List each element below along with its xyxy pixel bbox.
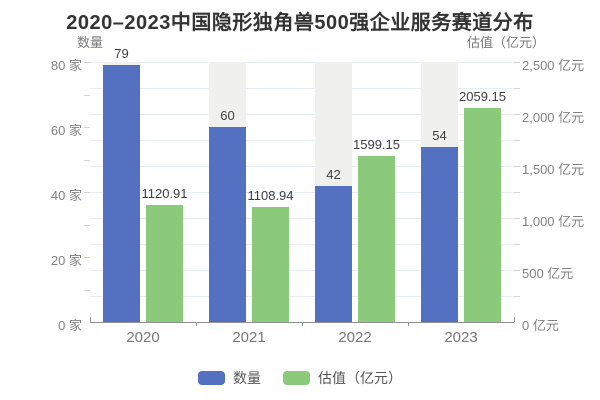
count-bar-label: 54: [432, 127, 447, 143]
valuation-bar: [146, 205, 183, 322]
left-axis-tick-label: 40 家: [50, 188, 82, 203]
legend-item-valuation[interactable]: 估值（亿元）: [283, 368, 402, 388]
left-axis-title: 数量: [76, 35, 103, 50]
chart-title: 2020–2023中国隐形独角兽500强企业服务赛道分布: [66, 12, 534, 34]
grid-line: [90, 140, 514, 141]
left-axis-tick: [84, 224, 90, 226]
left-axis-tick-label: 60 家: [50, 123, 82, 138]
right-axis-tick: [514, 166, 520, 167]
right-axis-title: 估值（亿元）: [466, 35, 545, 50]
x-axis-tick: [196, 322, 197, 326]
legend-label-valuation: 估值（亿元）: [318, 370, 402, 386]
x-axis-tick: [302, 322, 303, 326]
valuation-bar: [252, 206, 289, 322]
count-bar-label: 60: [220, 108, 235, 123]
right-axis-tick: [514, 140, 520, 141]
left-axis-tick: [84, 192, 90, 193]
right-axis-tick-label: 2,000 亿元: [522, 110, 585, 125]
right-axis-tick-label: 1,500 亿元: [522, 162, 585, 177]
valuation-bar: [358, 155, 395, 322]
x-axis-label: 2021: [232, 329, 266, 346]
left-axis-tick: [84, 94, 90, 96]
valuation-bar-label: 2059.15: [459, 88, 506, 104]
right-axis-tick: [514, 62, 520, 63]
count-bar: [209, 127, 246, 322]
left-axis-tick: [84, 62, 90, 63]
grid-line: [90, 62, 514, 63]
valuation-bar: [464, 107, 501, 322]
grid-line: [90, 114, 514, 115]
grid-line: [90, 88, 514, 89]
count-bar: [103, 65, 140, 322]
x-axis-label: 2023: [444, 329, 478, 346]
right-axis-tick: [514, 296, 520, 297]
left-axis-tick: [84, 257, 90, 258]
left-axis-tick: [84, 289, 90, 291]
grid-line: [90, 270, 514, 271]
legend: 数量 估值（亿元）: [0, 368, 600, 388]
count-bar: [421, 146, 458, 322]
grid-line: [90, 296, 514, 297]
right-axis-tick: [514, 218, 520, 219]
left-axis-tick-label: 80 家: [50, 58, 82, 73]
grid-line: [90, 192, 514, 193]
right-axis-tick: [514, 114, 520, 115]
valuation-bar-label: 1599.15: [353, 136, 400, 152]
right-axis-tick-label: 2,500 亿元: [522, 58, 585, 73]
x-axis-label: 2020: [126, 329, 160, 346]
legend-swatch-valuation: [283, 371, 310, 385]
right-axis-tick: [514, 270, 520, 271]
legend-item-count[interactable]: 数量: [198, 368, 261, 388]
right-axis-tick-label: 0 亿元: [522, 318, 559, 333]
valuation-bar-label: 1108.94: [247, 187, 294, 203]
right-axis-tick: [514, 192, 520, 193]
left-axis-tick: [84, 127, 90, 128]
count-bar: [315, 185, 352, 322]
count-bar-label: 79: [114, 46, 129, 62]
valuation-bar-label: 1120.91: [141, 186, 188, 202]
left-axis-tick-label: 0 家: [58, 318, 82, 333]
left-axis-tick: [84, 159, 90, 161]
grid-line: [90, 244, 514, 245]
x-axis-end-cap: [90, 317, 91, 322]
legend-swatch-count: [198, 371, 225, 385]
grid-line: [90, 166, 514, 167]
x-axis-end-cap: [514, 317, 515, 322]
x-axis-label: 2022: [338, 329, 372, 346]
right-axis-tick: [514, 88, 520, 89]
grid-line: [90, 218, 514, 219]
right-axis-tick: [514, 244, 520, 245]
right-axis-tick-label: 500 亿元: [522, 266, 574, 281]
count-bar-label: 42: [326, 166, 341, 182]
x-axis-tick: [408, 322, 409, 326]
legend-label-count: 数量: [233, 370, 261, 386]
left-axis-tick-label: 20 家: [50, 253, 82, 268]
right-axis-tick-label: 1,000 亿元: [522, 214, 585, 229]
